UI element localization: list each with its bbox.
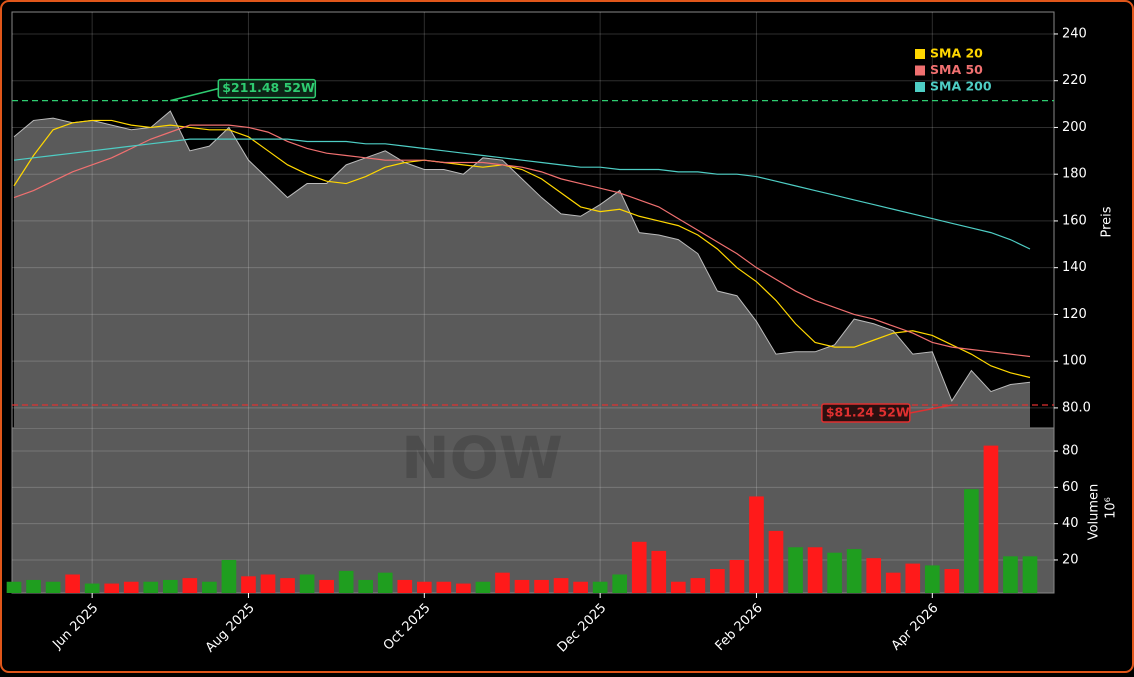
volume-bar xyxy=(749,496,764,593)
close-area xyxy=(14,111,1030,428)
sma-line xyxy=(13,124,1031,358)
volume-bar xyxy=(143,581,159,593)
volume-bar xyxy=(670,581,686,593)
legend-swatch xyxy=(915,49,925,59)
volume-bar xyxy=(651,550,667,593)
volume-bar xyxy=(338,570,354,593)
legend-label: SMA 200 xyxy=(930,79,992,94)
annotation-box xyxy=(821,403,911,423)
y-tick-label: 120 xyxy=(1062,307,1087,322)
watermark: NOW xyxy=(401,424,563,492)
volume-bar xyxy=(553,578,569,593)
sma-line xyxy=(13,138,1031,250)
legend-label: SMA 20 xyxy=(930,46,983,61)
volume-bar xyxy=(827,552,842,593)
y-tick-label: 140 xyxy=(1062,260,1087,275)
y-tick-label: 80 xyxy=(1062,444,1079,459)
annotation-label: $211.48 52W xyxy=(222,80,315,95)
volume-bar xyxy=(475,581,491,593)
volume-bar xyxy=(456,583,471,593)
annotation-arrow xyxy=(170,87,219,102)
volume-bar xyxy=(710,569,725,593)
legend-label: SMA 50 xyxy=(930,62,983,77)
volume-bar xyxy=(436,581,452,593)
volume-bar xyxy=(1003,556,1018,593)
y-tick-label: 180 xyxy=(1062,167,1087,182)
volume-bar xyxy=(905,563,921,593)
volume-bar xyxy=(397,579,413,593)
y-tick-label: 160 xyxy=(1062,213,1087,228)
y-tick-label: 20 xyxy=(1062,552,1079,567)
annotation-box xyxy=(217,78,317,99)
volume-bar xyxy=(299,574,315,593)
volume-axis-label: Volumen xyxy=(1087,484,1102,541)
volume-bar xyxy=(690,578,706,593)
volume-bar xyxy=(631,541,647,593)
volume-bar xyxy=(592,581,608,593)
y-tick-label: 60 xyxy=(1062,480,1079,495)
volume-bar xyxy=(241,576,256,593)
volume-bar xyxy=(45,581,61,593)
volume-bar xyxy=(182,578,198,593)
y-axis-label: Preis xyxy=(1100,206,1115,237)
volume-bar xyxy=(944,569,960,593)
y-tick-label: 80.0 xyxy=(1062,400,1091,415)
volume-bar xyxy=(846,549,862,593)
y-tick-label: 240 xyxy=(1062,26,1087,41)
volume-bar xyxy=(221,559,237,593)
volume-bar xyxy=(807,547,823,593)
volume-bar xyxy=(1022,556,1038,593)
volume-bar xyxy=(866,558,882,593)
y-tick-label: 220 xyxy=(1062,73,1087,88)
y-tick-label: 100 xyxy=(1062,354,1087,369)
volume-bar xyxy=(377,572,393,593)
volume-bar xyxy=(924,565,940,593)
volume-bar xyxy=(202,581,217,593)
volume-bar xyxy=(123,581,139,593)
sma-line xyxy=(13,119,1031,379)
y-tick-label: 200 xyxy=(1062,120,1087,135)
volume-bar xyxy=(358,579,374,593)
volume-bar xyxy=(573,581,588,593)
volume-bar xyxy=(162,579,178,593)
close-line xyxy=(13,110,1031,402)
volume-bar xyxy=(729,559,745,593)
annotation-label: $81.24 52W xyxy=(826,405,910,420)
volume-unit: 10⁶ xyxy=(1104,497,1119,519)
legend-swatch xyxy=(915,82,925,92)
volume-bar xyxy=(319,579,334,593)
volume-bar xyxy=(260,574,276,593)
volume-bar xyxy=(514,579,530,593)
volume-bar xyxy=(768,530,784,593)
legend-swatch xyxy=(915,65,925,76)
volume-bar xyxy=(6,581,22,593)
y-tick-label: 40 xyxy=(1062,516,1079,531)
volume-bar xyxy=(983,445,999,593)
volume-bar xyxy=(26,579,41,593)
volume-bar xyxy=(495,572,510,593)
volume-bar xyxy=(280,578,295,593)
volume-bar xyxy=(964,489,979,593)
volume-bar xyxy=(534,579,549,593)
annotation-arrow xyxy=(909,404,952,414)
volume-bar xyxy=(84,583,100,593)
volume-bar xyxy=(104,583,120,593)
volume-bar xyxy=(788,547,803,593)
volume-bar xyxy=(416,581,432,593)
volume-bar xyxy=(885,572,901,593)
volume-bar xyxy=(65,574,80,593)
volume-bar xyxy=(612,574,628,593)
